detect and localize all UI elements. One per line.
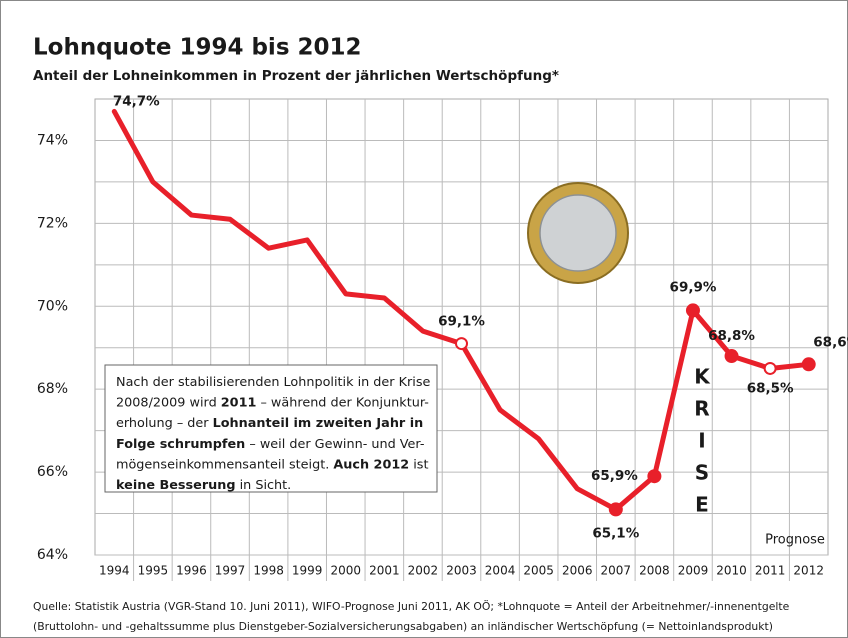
annotation-line: erholung – der Lohnanteil im zweiten Jah… <box>116 416 423 431</box>
annotation-text: Nach der stabilisierenden Lohnpolitik in… <box>116 375 431 390</box>
data-label: 65,1% <box>592 525 639 541</box>
annotation-line: Folge schrumpfen – weil der Gewinn- und … <box>116 436 424 451</box>
x-tick-label: 2011 <box>755 564 786 578</box>
annotation-text: mögenseinkommensanteil steigt. <box>116 457 333 472</box>
annotation-text: – weil der Gewinn- und Ver- <box>245 436 424 451</box>
annotation-text: 2011 <box>221 395 257 410</box>
chart-subtitle: Anteil der Lohneinkommen in Prozent der … <box>33 68 559 84</box>
point-marker <box>685 303 700 318</box>
annotation-box <box>104 364 438 493</box>
x-tick-label: 2009 <box>678 564 709 578</box>
y-tick-label: 64% <box>37 547 68 563</box>
y-tick-label: 68% <box>37 381 68 397</box>
x-tick-label: 2010 <box>716 564 747 578</box>
x-tick-label: 2002 <box>408 564 439 578</box>
annotation-text: keine Besserung <box>116 478 236 493</box>
x-tick-label: 2003 <box>446 564 477 578</box>
point-marker <box>724 349 739 364</box>
data-label: 68,8% <box>708 328 755 344</box>
annotation-text: Lohnanteil im zweiten Jahr in <box>213 416 424 431</box>
annotation-text: Auch 2012 <box>333 457 409 472</box>
annotation-line: 2008/2009 wird 2011 – während der Konjun… <box>116 395 429 410</box>
point-marker-hollow <box>763 361 777 375</box>
point-marker <box>801 357 816 372</box>
source-note: (Bruttolohn- und -gehaltssumme plus Dien… <box>33 620 773 633</box>
forecast-label: Prognose <box>765 533 825 548</box>
x-tick-label: 1995 <box>138 564 169 578</box>
annotation-text: in Sicht. <box>236 478 292 493</box>
data-label: 68,6% <box>813 334 848 350</box>
x-tick-label: 2005 <box>523 564 554 578</box>
x-tick-label: 2004 <box>485 564 516 578</box>
annotation-text: – während der Konjunktur- <box>256 395 429 410</box>
point-marker <box>608 502 623 517</box>
x-tick-label: 1996 <box>176 564 207 578</box>
crisis-letter: I <box>698 429 705 453</box>
y-tick-label: 74% <box>37 132 68 148</box>
x-tick-label: 2007 <box>601 564 632 578</box>
data-label: 69,1% <box>438 314 485 330</box>
crisis-letter: R <box>694 397 709 421</box>
chart-title: Lohnquote 1994 bis 2012 <box>33 35 362 61</box>
annotation-line: mögenseinkommensanteil steigt. Auch 2012… <box>116 457 429 472</box>
point-marker-hollow <box>455 337 468 351</box>
annotation-line: Nach der stabilisierenden Lohnpolitik in… <box>116 375 431 390</box>
crisis-letter: E <box>695 493 709 517</box>
data-label: 65,9% <box>591 468 638 484</box>
y-tick-label: 70% <box>37 298 68 314</box>
x-tick-label: 1994 <box>99 564 130 578</box>
annotation-line: keine Besserung in Sicht. <box>116 478 291 493</box>
y-tick-label: 72% <box>37 215 68 231</box>
x-tick-label: 2000 <box>330 564 361 578</box>
x-tick-label: 2006 <box>562 564 593 578</box>
crisis-letter: S <box>695 461 709 485</box>
data-label: 69,9% <box>670 279 717 295</box>
annotation-text: ist <box>409 457 428 472</box>
annotation-text: Folge schrumpfen <box>116 436 245 451</box>
point-marker <box>647 469 662 484</box>
crisis-letter: K <box>694 365 711 389</box>
x-tick-label: 2001 <box>369 564 400 578</box>
x-tick-label: 1999 <box>292 564 323 578</box>
source-note: Quelle: Statistik Austria (VGR-Stand 10.… <box>33 600 790 613</box>
y-tick-label: 66% <box>37 464 68 480</box>
x-tick-label: 2008 <box>639 564 670 578</box>
data-label: 74,7% <box>113 93 160 109</box>
data-label: 68,5% <box>747 380 794 396</box>
x-tick-label: 2012 <box>793 564 824 578</box>
annotation-text: 2008/2009 wird <box>116 395 221 410</box>
euro-coin <box>527 182 629 284</box>
coin-center <box>539 194 617 272</box>
x-tick-label: 1997 <box>215 564 246 578</box>
x-tick-label: 1998 <box>253 564 284 578</box>
annotation-text: erholung – der <box>116 416 213 431</box>
